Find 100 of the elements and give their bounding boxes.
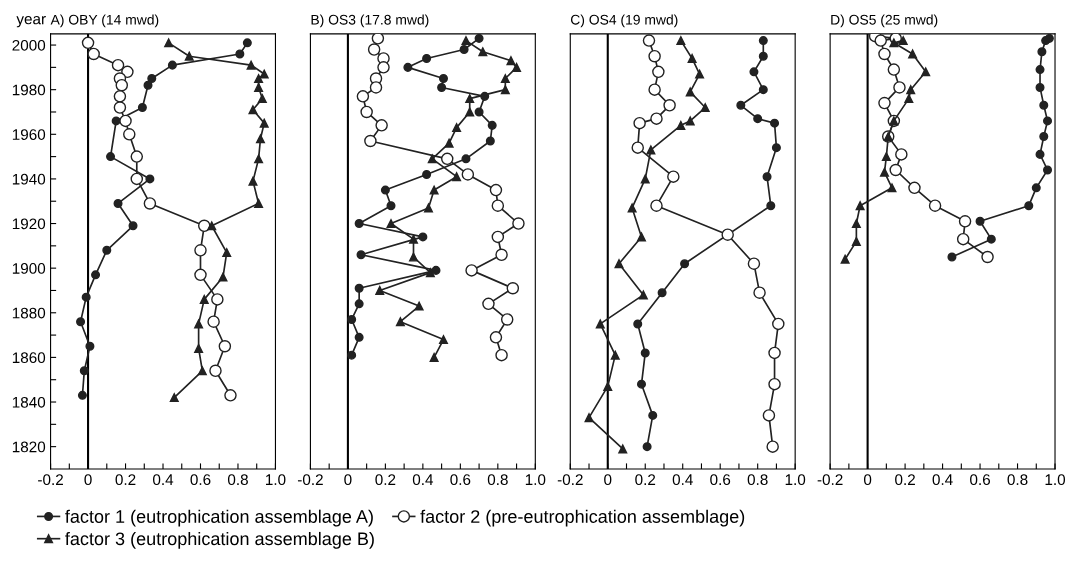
x-tick-label: 1.0 — [266, 474, 286, 486]
point — [248, 105, 258, 115]
point — [610, 350, 620, 360]
point — [414, 301, 424, 311]
chart-title: D) OS5 (25 mwd) — [831, 14, 938, 28]
point — [465, 94, 475, 104]
x-tick-label: 0.8 — [227, 474, 248, 486]
point — [652, 65, 665, 79]
y-tick-label: 1840 — [12, 396, 46, 408]
point — [879, 167, 889, 177]
point — [512, 62, 522, 72]
point — [207, 315, 220, 328]
point — [425, 268, 435, 278]
point — [211, 293, 224, 306]
point — [487, 120, 497, 130]
legend-label: factor 2 (pre-eutrophication assemblage) — [420, 509, 745, 527]
point — [667, 170, 680, 183]
point — [771, 143, 781, 153]
chart-title: B) OS3 (17.8 mwd) — [311, 14, 429, 28]
point — [474, 107, 484, 117]
point — [878, 47, 891, 61]
point — [429, 185, 439, 195]
point — [772, 317, 785, 331]
y-tick-label: 2000 — [12, 39, 46, 51]
x-tick-label: 1.0 — [525, 474, 546, 486]
point — [1035, 149, 1045, 159]
point — [633, 116, 646, 130]
point — [367, 43, 381, 56]
x-tick-label: 0.4 — [152, 474, 174, 486]
x-tick-label: -0.2 — [297, 474, 323, 486]
point — [762, 409, 776, 422]
point — [444, 138, 454, 148]
point — [121, 65, 134, 79]
x-tick-label: 0 — [344, 474, 352, 486]
point — [921, 67, 931, 77]
point — [947, 252, 957, 262]
legend-label: factor 1 (eutrophication assemblage A) — [65, 509, 373, 527]
point — [371, 33, 385, 45]
point — [889, 38, 899, 48]
point — [254, 154, 264, 164]
point — [889, 163, 902, 177]
point — [1039, 100, 1049, 110]
point — [614, 259, 624, 269]
point — [770, 118, 780, 128]
point — [680, 259, 690, 269]
point — [981, 250, 994, 264]
point — [461, 168, 475, 181]
point — [167, 60, 177, 70]
y-tick-label: 1920 — [12, 218, 46, 230]
x-tick-label: 1.0 — [1045, 474, 1066, 486]
point — [489, 331, 503, 344]
point — [360, 105, 373, 119]
x-tick-label: 0.2 — [115, 474, 136, 486]
point — [676, 36, 686, 46]
point — [246, 60, 256, 70]
x-tick-label: 0.4 — [672, 474, 693, 486]
point — [638, 290, 648, 300]
point — [452, 123, 462, 133]
point — [76, 317, 86, 327]
x-tick-label: -0.2 — [817, 474, 843, 486]
point — [465, 264, 478, 277]
point — [895, 148, 908, 161]
point — [218, 339, 232, 353]
point — [422, 53, 432, 63]
point — [356, 250, 366, 260]
point — [640, 348, 650, 358]
point — [766, 201, 776, 211]
point — [495, 248, 508, 262]
point — [506, 281, 520, 295]
point — [123, 128, 136, 141]
point — [878, 96, 891, 110]
point — [887, 183, 897, 193]
point — [766, 440, 779, 453]
y-axis-title: year — [16, 15, 46, 28]
point — [143, 80, 153, 90]
point — [700, 103, 710, 113]
chart-title: C) OS4 (19 mwd) — [570, 14, 678, 28]
point — [79, 366, 89, 376]
point — [898, 36, 908, 46]
point — [197, 366, 207, 376]
point — [354, 283, 364, 293]
point — [438, 335, 448, 345]
x-tick-label: 0.2 — [895, 474, 915, 486]
y-tick-label: 1940 — [12, 173, 46, 185]
point — [650, 112, 663, 125]
x-tick-label: 0.4 — [932, 474, 953, 486]
x-tick-label: -0.2 — [557, 474, 583, 486]
point — [650, 199, 663, 212]
point — [676, 120, 686, 130]
y-tick-label: 1960 — [12, 129, 46, 140]
point — [437, 82, 447, 92]
x-tick-label: 0.6 — [970, 474, 991, 486]
point — [102, 245, 112, 255]
point — [403, 62, 413, 72]
y-tick-label: 1980 — [12, 84, 46, 96]
point — [881, 152, 891, 162]
point — [147, 74, 157, 84]
point — [113, 198, 123, 208]
y-tick-label: 1880 — [12, 307, 46, 319]
point — [347, 314, 357, 324]
